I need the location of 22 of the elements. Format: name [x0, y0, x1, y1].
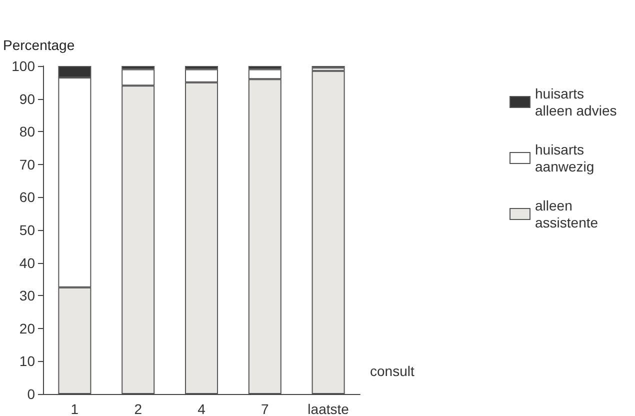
y-axis-title: Percentage [3, 37, 75, 53]
y-tick-label: 40 [19, 254, 36, 271]
y-tick-label: 30 [19, 288, 36, 304]
y-tick-label: 50 [19, 222, 36, 238]
y-tick-label: 100 [12, 58, 36, 74]
legend-label: alleen assistente [535, 198, 598, 230]
y-tick-label: 80 [19, 124, 36, 140]
y-tick-label: 0 [27, 386, 36, 402]
x-tick-label: 7 [261, 401, 269, 416]
x-tick-label: 1 [70, 401, 79, 416]
y-tick-label: 20 [19, 320, 36, 336]
x-tick-label: laatste [308, 401, 350, 416]
x-axis-title: consult [370, 363, 414, 379]
legend-label: huisarts alleen advies [535, 86, 617, 118]
legend-label: huisarts aanwezig [535, 142, 594, 174]
x-tick-label: 4 [198, 401, 206, 416]
y-tick-label: 60 [19, 189, 36, 206]
y-tick-label: 90 [19, 90, 36, 107]
bar [312, 70, 345, 394]
x-tick-label: 2 [134, 401, 142, 416]
y-tick-label: 70 [19, 156, 36, 172]
y-tick-label: 10 [19, 353, 36, 370]
